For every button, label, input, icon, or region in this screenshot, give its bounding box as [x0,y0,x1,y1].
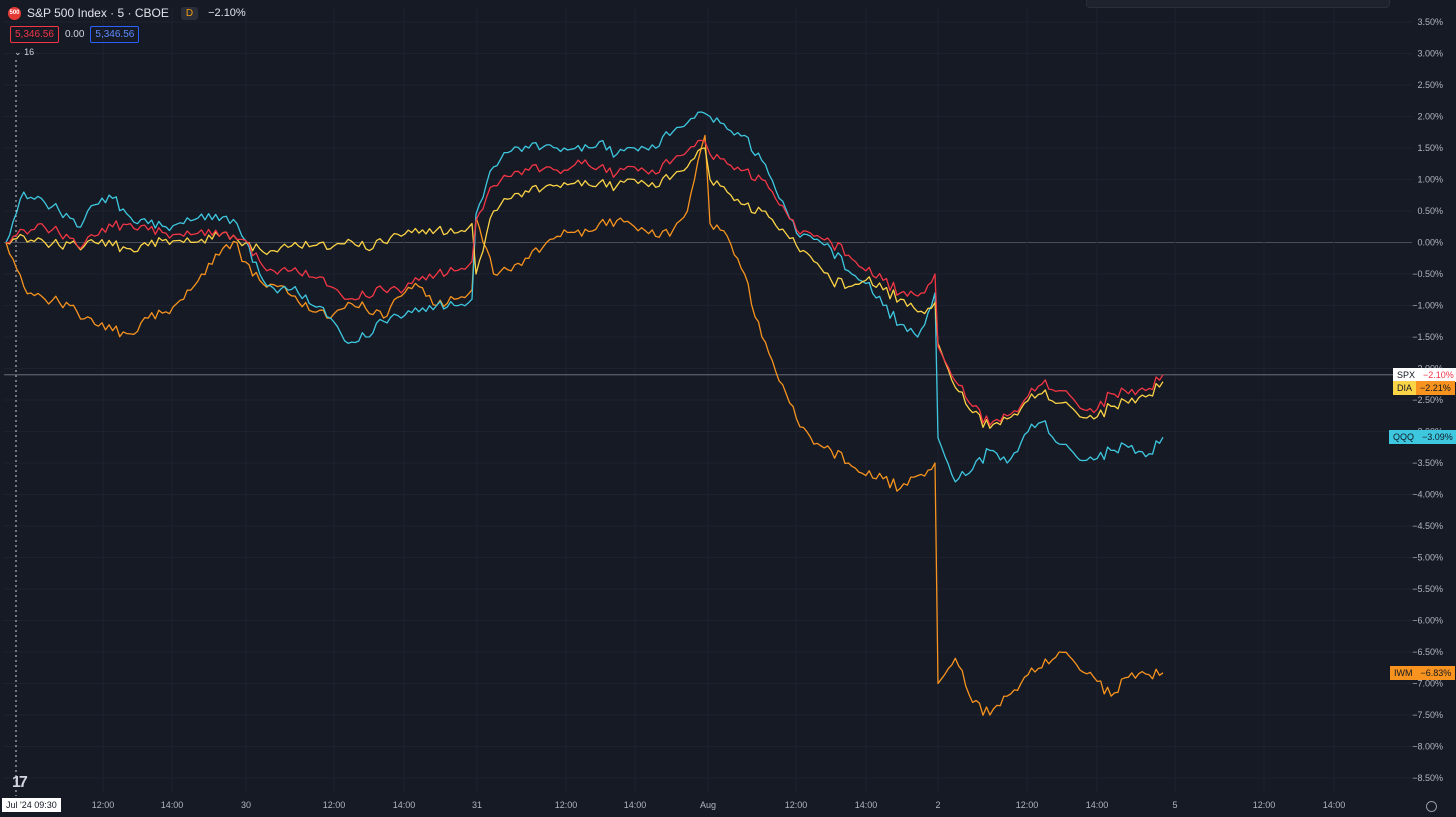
series-value-spx: −2.10% [1419,367,1456,382]
x-tick-label: 2 [935,800,940,810]
chevron-down-icon: ⌄ [14,47,22,57]
y-tick-label: −8.50% [1412,773,1443,783]
last-value-spx: SPX −2.10% [1393,367,1456,382]
y-tick-label: −2.50% [1412,395,1443,405]
series-value-qqq: −3.09% [1418,430,1456,445]
x-tick-label: 14:00 [393,800,416,810]
x-tick-label: 12:00 [785,800,808,810]
last-value-qqq: QQQ −3.09% [1389,430,1456,445]
x-tick-label: 14:00 [855,800,878,810]
symbol-title[interactable]: S&P 500 Index · 5 · CBOE [27,6,169,20]
indicator-count: 16 [24,47,35,57]
x-tick-label: 14:00 [161,800,184,810]
x-axis[interactable]: 12:00 14:00 30 12:00 14:00 31 12:00 14:00 Aug 12:… [92,800,1346,810]
symbol-legend[interactable]: 500 S&P 500 Index · 5 · CBOE D −2.10% [8,6,246,20]
y-tick-label: 2.00% [1417,112,1443,122]
interval-chip[interactable]: D [180,6,199,20]
series-line-qqq[interactable] [5,111,1164,483]
x-tick-label: 12:00 [1253,800,1276,810]
x-tick-label: 12:00 [555,800,578,810]
y-tick-label: −0.50% [1412,269,1443,279]
series-line-spx[interactable] [5,139,1164,426]
y-tick-label: 1.00% [1417,175,1443,185]
legend-change: −2.10% [208,7,246,19]
x-tick-label: 31 [472,800,482,810]
y-tick-label: −4.00% [1412,490,1443,500]
y-tick-label: −5.00% [1412,553,1443,563]
y-tick-label: −6.50% [1412,647,1443,657]
last-value-dia: DIA −2.21% [1393,380,1455,395]
y-tick-label: −1.00% [1412,301,1443,311]
y-tick-label: −4.50% [1412,521,1443,531]
series-layer [5,111,1164,716]
sell-price[interactable]: 5,346.56 [10,26,59,43]
series-name-iwm: IWM [1390,665,1417,680]
series-line-dia[interactable] [5,147,1164,429]
drawing-toolbar[interactable] [1086,0,1390,8]
y-tick-label: 3.50% [1417,17,1443,27]
y-tick-label: −3.50% [1412,458,1443,468]
y-tick-label: 1.50% [1417,143,1443,153]
sp500-symbol-icon: 500 [8,6,21,20]
tradingview-logo[interactable]: 17 [12,774,28,791]
indicator-collapse[interactable]: ⌄ 16 [14,47,34,58]
x-tick-label: Aug [700,800,716,810]
x-tick-label: 12:00 [1016,800,1039,810]
y-tick-label: −7.00% [1412,679,1443,689]
y-tick-label: 2.50% [1417,80,1443,90]
spread-value: 0.00 [64,29,85,40]
series-line-iwm[interactable] [5,134,1164,716]
x-tick-label: 30 [241,800,251,810]
x-tick-label: 5 [1172,800,1177,810]
y-tick-label: 0.50% [1417,206,1443,216]
series-name-qqq: QQQ [1389,430,1419,445]
last-value-iwm: IWM −6.83% [1390,665,1456,680]
series-value-iwm: −6.83% [1416,665,1456,680]
series-name-dia: DIA [1393,380,1417,395]
x-tick-label: 12:00 [92,800,115,810]
crosshair-date-label: Jul '24 09:30 [2,798,61,812]
y-tick-label: −5.50% [1412,584,1443,594]
y-tick-label: −8.00% [1412,742,1443,752]
price-row: 5,346.56 0.00 5,346.56 [10,26,140,43]
y-tick-label: −6.00% [1412,616,1443,626]
grid-layer [4,8,1412,796]
y-tick-label: 3.00% [1417,49,1443,59]
buy-price[interactable]: 5,346.56 [90,26,140,43]
series-value-dia: −2.21% [1416,380,1455,395]
x-tick-label: 14:00 [1323,800,1346,810]
y-tick-label: −7.50% [1412,710,1443,720]
x-tick-label: 12:00 [323,800,346,810]
series-name-spx: SPX [1393,367,1420,382]
settings-icon[interactable] [1426,801,1437,812]
y-tick-label: −1.50% [1412,332,1443,342]
x-tick-label: 14:00 [1086,800,1109,810]
x-tick-label: 14:00 [624,800,647,810]
y-tick-label: 0.00% [1417,238,1443,248]
